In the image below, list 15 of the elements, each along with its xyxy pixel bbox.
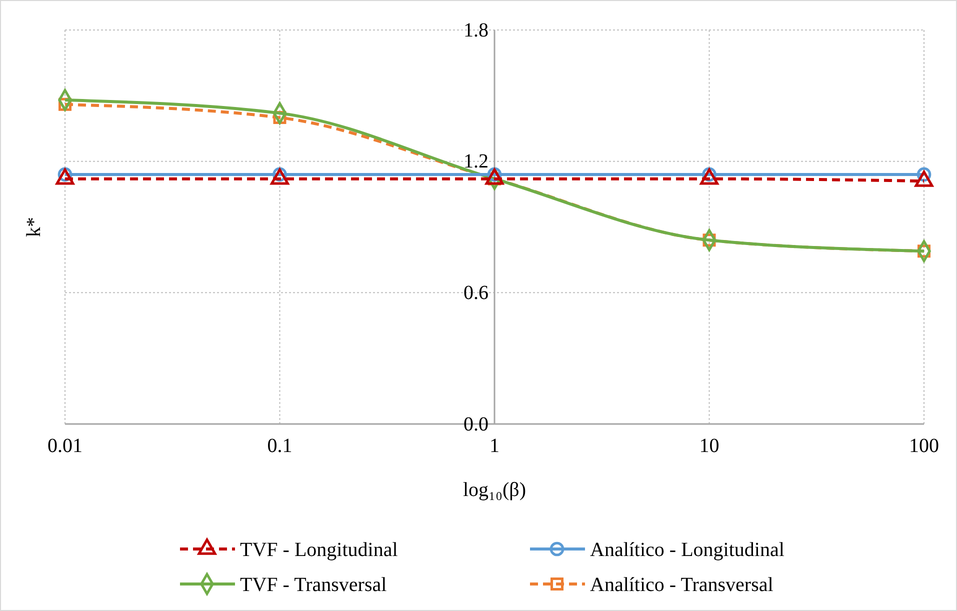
x-tick-label: 0.1 — [267, 435, 292, 458]
legend-label: Analítico - Transversal — [590, 574, 774, 596]
y-tick-label: 1.2 — [464, 150, 488, 173]
x-axis-title: log₁₀(β) — [462, 479, 526, 501]
legend-label: TVF - Longitudinal — [240, 539, 398, 561]
x-tick-label: 10 — [699, 435, 720, 458]
x-tick-label: 0.01 — [48, 435, 82, 458]
legend-label: Analítico - Longitudinal — [590, 539, 785, 561]
y-tick-label: 1.8 — [464, 19, 488, 42]
y-tick-label: 0.6 — [464, 282, 488, 304]
y-axis-title: k* — [23, 217, 45, 237]
y-tick-label: 0.0 — [464, 413, 488, 436]
x-tick-label: 1 — [490, 435, 500, 458]
legend-label: TVF - Transversal — [240, 574, 388, 596]
x-tick-label: 100 — [909, 435, 939, 458]
